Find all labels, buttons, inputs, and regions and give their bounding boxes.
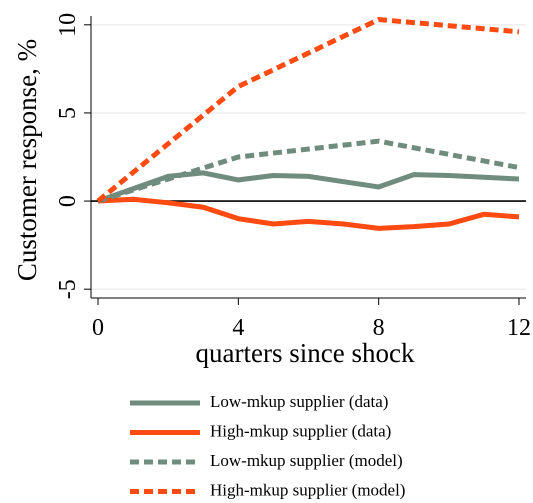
series-line bbox=[97, 138, 520, 204]
legend-label: Low-mkup supplier (data) bbox=[210, 392, 388, 411]
legend-label: High-mkup supplier (data) bbox=[210, 421, 391, 440]
legend-label: High-mkup supplier (model) bbox=[210, 480, 405, 499]
x-tick-label: 8 bbox=[373, 315, 385, 341]
legend-label: Low-mkup supplier (model) bbox=[210, 451, 403, 470]
x-tick-label: 0 bbox=[92, 315, 104, 341]
y-tick-label: 5 bbox=[55, 107, 81, 119]
series-line bbox=[97, 196, 520, 231]
x-axis-label: quarters since shock bbox=[196, 338, 415, 368]
series-line bbox=[97, 170, 520, 204]
series-line bbox=[96, 16, 520, 203]
x-tick-label: 4 bbox=[232, 315, 244, 341]
y-axis-label: Customer response, % bbox=[12, 39, 42, 281]
y-tick-label: 10 bbox=[55, 13, 81, 37]
y-tick-label: -5 bbox=[55, 279, 81, 299]
y-tick-label: 0 bbox=[55, 195, 81, 207]
x-tick-label: 12 bbox=[507, 315, 531, 341]
